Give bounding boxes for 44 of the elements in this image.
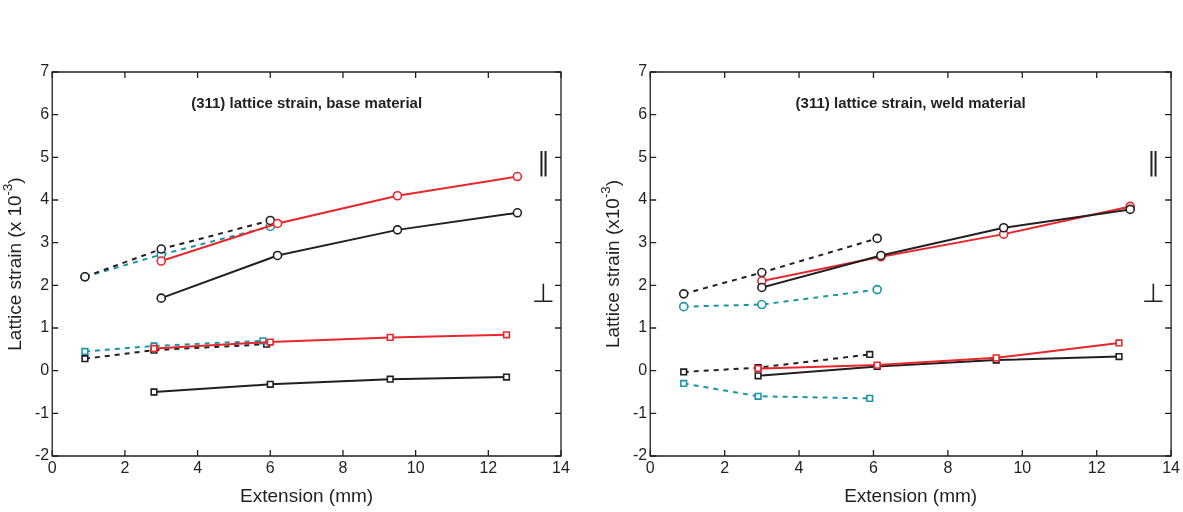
y-tick-label: 0 (638, 361, 648, 379)
y-tick-label: -1 (632, 403, 648, 421)
y-axis-title: Lattice strain (x 10-3) (0, 177, 26, 351)
x-tick-label: 6 (265, 459, 275, 477)
y-tick-label: 3 (638, 233, 648, 251)
y-tick-label: 0 (40, 361, 50, 379)
y-tick-label: 4 (638, 190, 648, 208)
y-tick-label: 3 (40, 233, 50, 251)
x-axis-title: Extension (mm) (240, 484, 374, 506)
y-axis-title: Lattice strain (x10-3) (598, 179, 624, 349)
y-tick-label: 5 (40, 147, 50, 165)
x-tick-label: 2 (120, 459, 130, 477)
x-tick-label: 6 (869, 459, 879, 477)
x-tick-label: 8 (943, 459, 953, 477)
y-tick-label: 4 (40, 190, 50, 208)
x-tick-label: 12 (1087, 459, 1106, 477)
y-tick-label: 1 (40, 318, 50, 336)
y-tick-label: 6 (40, 105, 50, 123)
y-tick-label: 5 (638, 147, 648, 165)
y-tick-label: -1 (34, 403, 50, 421)
x-tick-label: 10 (406, 459, 425, 477)
x-tick-label: 4 (794, 459, 804, 477)
y-tick-label: -2 (632, 446, 648, 464)
x-tick-label: 14 (552, 459, 570, 477)
y-tick-label: 6 (638, 105, 648, 123)
annotation: ⊥ (1141, 277, 1165, 308)
y-tick-label: 7 (40, 62, 50, 80)
x-tick-label: 14 (1162, 459, 1181, 477)
text: (311) lattice strain, base material (191, 94, 423, 112)
annotation: ⊥ (531, 277, 555, 308)
annotation: ∥ (1146, 147, 1160, 178)
y-tick-label: 2 (40, 275, 50, 293)
annotation: ∥ (536, 147, 550, 178)
x-tick-label: 12 (479, 459, 498, 477)
y-tick-label: -2 (34, 446, 50, 464)
x-axis-title: Extension (mm) (844, 484, 978, 506)
x-tick-label: 10 (1013, 459, 1032, 477)
x-tick-label: 8 (338, 459, 348, 477)
x-tick-label: 2 (720, 459, 730, 477)
y-tick-label: 7 (638, 62, 648, 80)
y-tick-label: 2 (638, 275, 648, 293)
text: (311) lattice strain, weld material (795, 94, 1026, 112)
y-tick-label: 1 (638, 318, 648, 336)
x-tick-label: 4 (193, 459, 203, 477)
